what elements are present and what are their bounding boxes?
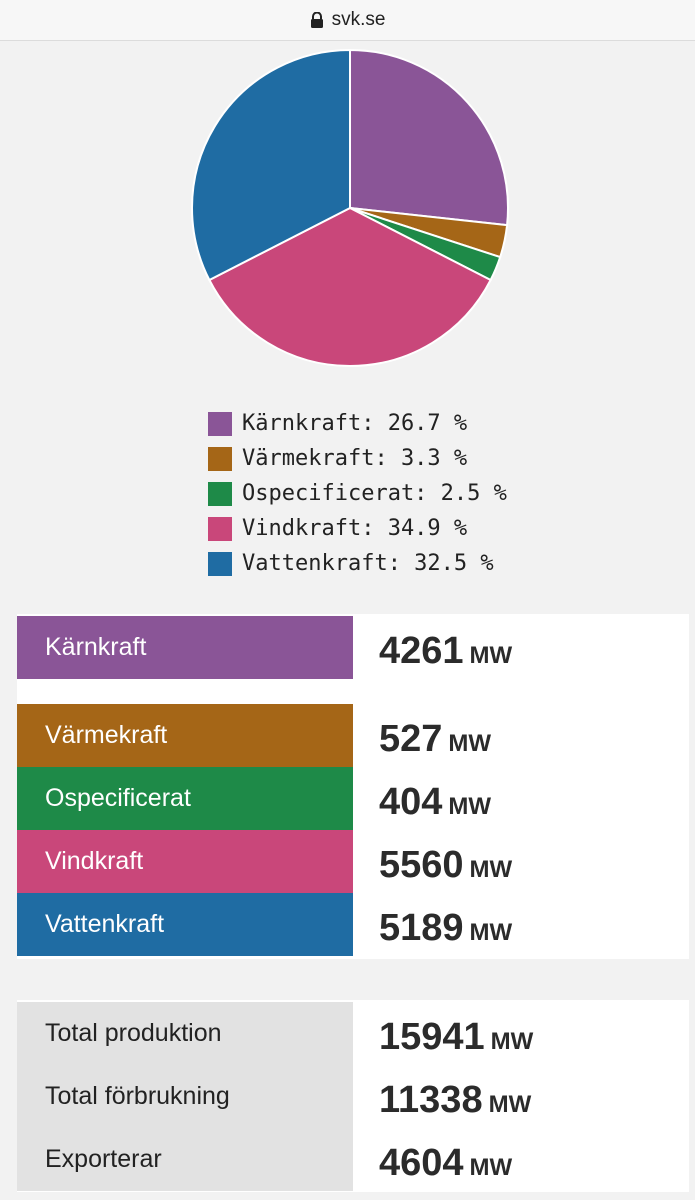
row-value: 4604 MW	[379, 1128, 512, 1191]
value-unit: MW	[490, 1028, 534, 1055]
pie-slice-vattenkraft	[191, 48, 351, 282]
row-value: 5189 MW	[379, 893, 512, 956]
production-table: Kärnkraft 4261 MW Värmekraft 527 MW Ospeci…	[17, 614, 689, 959]
value-unit: MW	[448, 730, 492, 757]
legend-label: Vattenkraft: 32.5 %	[242, 551, 494, 576]
legend-label: Vindkraft: 34.9 %	[242, 516, 468, 541]
legend-label: Kärnkraft: 26.7 %	[242, 411, 468, 436]
legend-swatch	[208, 411, 232, 436]
pie-legend: Kärnkraft: 26.7 % Värmekraft: 3.3 % Ospe…	[208, 406, 507, 581]
legend-item: Ospecificerat: 2.5 %	[208, 476, 507, 511]
value-unit: MW	[469, 919, 513, 946]
value-number: 5560	[379, 844, 464, 886]
row-label: Ospecificerat	[17, 767, 353, 830]
pie-slice-vindkraft	[208, 206, 492, 367]
address-bar[interactable]: svk.se	[0, 0, 695, 41]
legend-swatch	[208, 481, 232, 506]
table-row-karnkraft: Kärnkraft 4261 MW	[17, 616, 689, 679]
table-row-vattenkraft: Vattenkraft 5189 MW	[17, 893, 689, 956]
value-unit: MW	[488, 1091, 532, 1118]
lock-icon	[310, 12, 326, 28]
row-value: 15941 MW	[379, 1002, 533, 1065]
url-text: svk.se	[331, 9, 386, 30]
value-number: 5189	[379, 907, 464, 949]
row-value: 4261 MW	[379, 616, 512, 679]
table-row-total-forbrukning: Total förbrukning 11338 MW	[17, 1065, 689, 1128]
legend-item: Kärnkraft: 26.7 %	[208, 406, 507, 441]
table-row-vindkraft: Vindkraft 5560 MW	[17, 830, 689, 893]
row-label: Värmekraft	[17, 704, 353, 767]
row-label: Exporterar	[17, 1128, 353, 1191]
row-value: 11338 MW	[379, 1065, 531, 1128]
table-row-ospecificerat: Ospecificerat 404 MW	[17, 767, 689, 830]
value-number: 4604	[379, 1142, 464, 1184]
value-unit: MW	[469, 856, 513, 883]
legend-item: Vindkraft: 34.9 %	[208, 511, 507, 546]
legend-item: Värmekraft: 3.3 %	[208, 441, 507, 476]
table-row-exporterar: Exporterar 4604 MW	[17, 1128, 689, 1191]
row-value: 5560 MW	[379, 830, 512, 893]
row-label: Vattenkraft	[17, 893, 353, 956]
table-row-total-produktion: Total produktion 15941 MW	[17, 1002, 689, 1065]
row-label: Kärnkraft	[17, 616, 353, 679]
value-number: 15941	[379, 1016, 485, 1058]
value-number: 404	[379, 781, 443, 823]
legend-swatch	[208, 516, 232, 541]
totals-table: Total produktion 15941 MW Total förbrukni…	[17, 1000, 689, 1192]
value-number: 11338	[379, 1079, 483, 1121]
value-number: 4261	[379, 630, 464, 672]
row-value: 404 MW	[379, 767, 491, 830]
pie-slice-krnkraft	[349, 48, 509, 227]
pie-chart	[191, 48, 509, 367]
value-number: 527	[379, 718, 443, 760]
legend-swatch	[208, 551, 232, 576]
row-label: Total produktion	[17, 1002, 353, 1065]
row-label: Total förbrukning	[17, 1065, 353, 1128]
row-label: Vindkraft	[17, 830, 353, 893]
table-row-varmekraft: Värmekraft 527 MW	[17, 704, 689, 767]
legend-label: Ospecificerat: 2.5 %	[242, 481, 507, 506]
legend-item: Vattenkraft: 32.5 %	[208, 546, 507, 581]
value-unit: MW	[469, 1154, 513, 1181]
row-value: 527 MW	[379, 704, 491, 767]
legend-label: Värmekraft: 3.3 %	[242, 446, 468, 471]
value-unit: MW	[469, 642, 513, 669]
legend-swatch	[208, 446, 232, 471]
value-unit: MW	[448, 793, 492, 820]
